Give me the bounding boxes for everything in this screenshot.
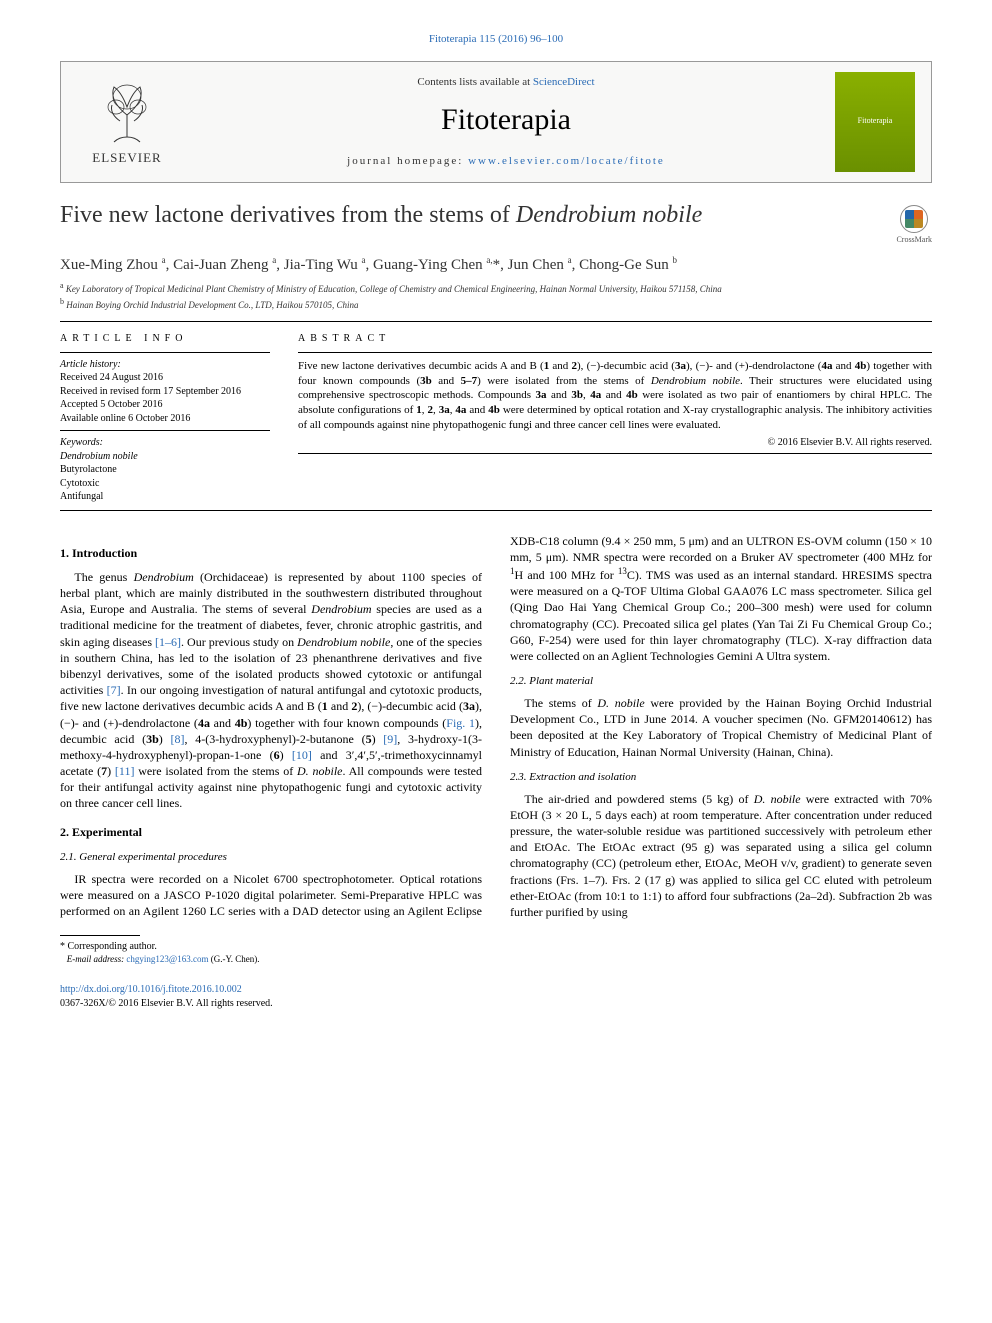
email-label: E-mail address: (67, 954, 127, 964)
issn-line: 0367-326X/© 2016 Elsevier B.V. All right… (60, 998, 273, 1009)
page-footer: http://dx.doi.org/10.1016/j.fitote.2016.… (60, 983, 932, 1010)
authors: Xue-Ming Zhou a, Cai-Juan Zheng a, Jia-T… (60, 254, 932, 275)
running-head: Fitoterapia 115 (2016) 96–100 (60, 32, 932, 47)
homepage-prefix: journal homepage: (347, 155, 468, 167)
section-2-3-para: The air-dried and powdered stems (5 kg) … (510, 791, 932, 921)
homepage-link[interactable]: www.elsevier.com/locate/fitote (468, 155, 665, 167)
sciencedirect-link[interactable]: ScienceDirect (533, 76, 595, 88)
keyword: Antifungal (60, 490, 270, 504)
article-info: ARTICLE INFO Article history: Received 2… (60, 332, 270, 504)
abstract-copyright: © 2016 Elsevier B.V. All rights reserved… (298, 436, 932, 450)
history-line: Available online 6 October 2016 (60, 412, 270, 426)
doi-link[interactable]: http://dx.doi.org/10.1016/j.fitote.2016.… (60, 984, 242, 995)
journal-cover-thumb: Fitoterapia (835, 72, 915, 172)
section-1-para: The genus Dendrobium (Orchidaceae) is re… (60, 569, 482, 812)
history-line: Received in revised form 17 September 20… (60, 385, 270, 399)
publisher-name: ELSEVIER (92, 149, 161, 167)
affiliation-b: b Hainan Boying Orchid Industrial Develo… (60, 297, 932, 311)
divider (60, 321, 932, 322)
abstract-head: ABSTRACT (298, 332, 932, 346)
divider (60, 510, 932, 511)
elsevier-tree-icon (92, 77, 162, 147)
keywords-label: Keywords: (60, 436, 270, 450)
crossmark-label: CrossMark (896, 235, 932, 246)
article-info-head: ARTICLE INFO (60, 332, 270, 346)
email-link[interactable]: chgying123@163.com (126, 954, 208, 964)
section-1-head: 1. Introduction (60, 545, 482, 561)
cover-label: Fitoterapia (858, 116, 893, 127)
footnote-separator (60, 935, 140, 936)
crossmark-icon (900, 205, 928, 233)
journal-name: Fitoterapia (177, 100, 835, 141)
section-2-2-head: 2.2. Plant material (510, 674, 932, 689)
corr-label: * Corresponding author. (60, 941, 157, 952)
body-columns: 1. Introduction The genus Dendrobium (Or… (60, 533, 932, 921)
article-title: Five new lactone derivatives from the st… (60, 201, 702, 230)
section-2-1-head: 2.1. General experimental procedures (60, 850, 482, 865)
email-person: (G.-Y. Chen). (208, 954, 259, 964)
keyword: Cytotoxic (60, 477, 270, 491)
history-line: Accepted 5 October 2016 (60, 398, 270, 412)
keyword: Dendrobium nobile (60, 450, 270, 464)
journal-header: ELSEVIER Contents lists available at Sci… (60, 61, 932, 183)
journal-homepage: journal homepage: www.elsevier.com/locat… (177, 154, 835, 169)
crossmark-badge[interactable]: CrossMark (896, 205, 932, 246)
publisher-logo: ELSEVIER (77, 77, 177, 167)
keyword: Butyrolactone (60, 463, 270, 477)
abstract-text: Five new lactone derivatives decumbic ac… (298, 359, 932, 433)
section-2-2-para: The stems of D. nobile were provided by … (510, 695, 932, 760)
affiliation-a: a Key Laboratory of Tropical Medicinal P… (60, 281, 932, 295)
abstract: ABSTRACT Five new lactone derivatives de… (298, 332, 932, 504)
corresponding-note: * Corresponding author. E-mail address: … (60, 940, 932, 966)
history-label: Article history: (60, 358, 270, 372)
contents-line: Contents lists available at ScienceDirec… (177, 75, 835, 90)
section-2-head: 2. Experimental (60, 824, 482, 840)
contents-prefix: Contents lists available at (417, 76, 532, 88)
section-2-3-head: 2.3. Extraction and isolation (510, 770, 932, 785)
history-line: Received 24 August 2016 (60, 371, 270, 385)
